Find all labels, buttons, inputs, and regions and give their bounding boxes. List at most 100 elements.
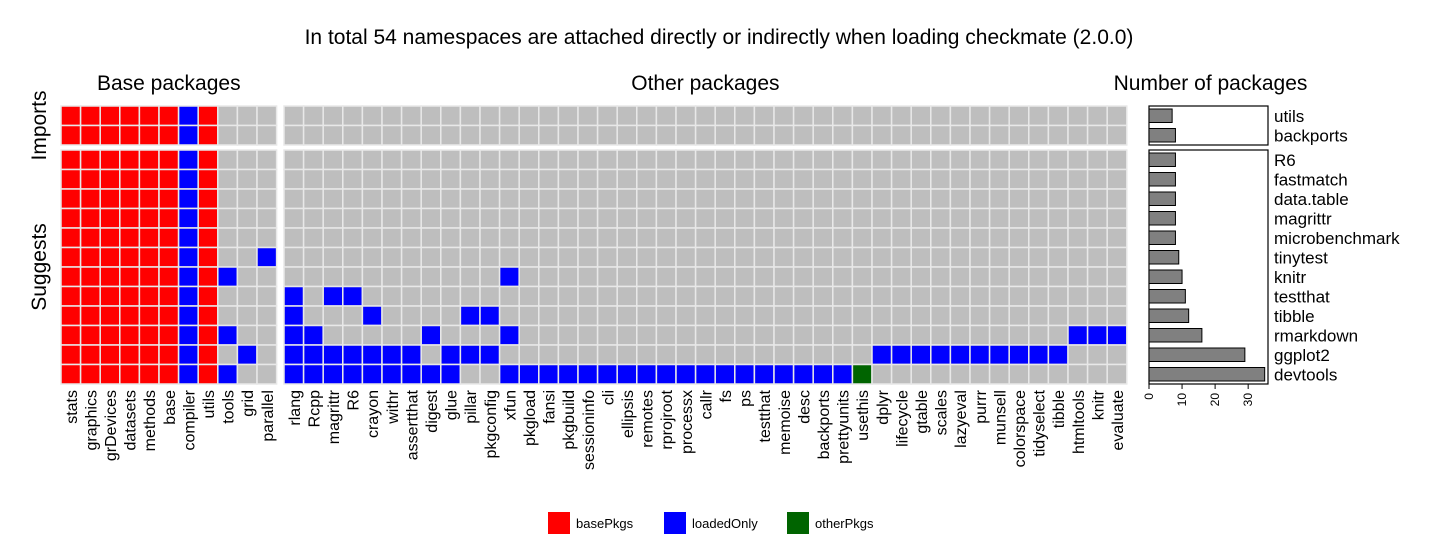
cell-utils-lifecycle [890, 105, 912, 127]
cell-tinytest-evaluate [1106, 246, 1128, 268]
cell-magrittr-knitr [1086, 207, 1108, 229]
cell-devtools-pkgconfig [479, 363, 501, 385]
cell-r6-stats [60, 149, 82, 171]
cell-fastmatch-sessioninfo [577, 168, 599, 190]
cell-microbenchmark-usethis [851, 227, 873, 249]
cell-microbenchmark-pkgconfig [479, 227, 501, 249]
col-label-other-lifecycle: lifecycle [894, 390, 911, 447]
cell-microbenchmark-utils [197, 227, 219, 249]
cell-backports-lifecycle [890, 124, 912, 146]
cell-rmarkdown-xfun [498, 324, 520, 346]
cell-data-table-gtable [910, 188, 932, 210]
cell-rmarkdown-memoise [773, 324, 795, 346]
cell-devtools-datasets [119, 363, 141, 385]
cell-fastmatch-dplyr [871, 168, 893, 190]
cell-data-table-remotes [636, 188, 658, 210]
row-label-rmarkdown: rmarkdown [1274, 326, 1358, 345]
row-label-knitr: knitr [1274, 268, 1306, 287]
cell-utils-digest [420, 105, 442, 127]
cell-tibble-gtable [910, 305, 932, 327]
cell-knitr-memoise [773, 266, 795, 288]
col-label-base-grid: grid [240, 390, 257, 417]
cell-backports-cli [596, 124, 618, 146]
cell-rmarkdown-ellipsis [616, 324, 638, 346]
cell-data-table-munsell [988, 188, 1010, 210]
cell-data-table-htmltools [1067, 188, 1089, 210]
cell-devtools-rlang [283, 363, 305, 385]
cell-r6-base [158, 149, 180, 171]
cell-utils-pillar [459, 105, 481, 127]
cell-utils-ps [734, 105, 756, 127]
cell-tinytest-base [158, 246, 180, 268]
cell-fastmatch-rcpp [302, 168, 324, 190]
cell-tinytest-pkgload [518, 246, 540, 268]
col-label-other-fansi: fansi [542, 390, 559, 424]
cell-fastmatch-parallel [256, 168, 278, 190]
cell-magrittr-tidyselect [1028, 207, 1050, 229]
col-label-other-withr: withr [385, 389, 402, 424]
cell-knitr-pkgload [518, 266, 540, 288]
cell-knitr-parallel [256, 266, 278, 288]
cell-tinytest-glue [440, 246, 462, 268]
cell-magrittr-evaluate [1106, 207, 1128, 229]
cell-utils-memoise [773, 105, 795, 127]
cell-rmarkdown-utils [197, 324, 219, 346]
cell-tibble-memoise [773, 305, 795, 327]
cell-tibble-compiler [177, 305, 199, 327]
cell-microbenchmark-ps [734, 227, 756, 249]
cell-data-table-grdevices [99, 188, 121, 210]
cell-microbenchmark-desc [792, 227, 814, 249]
cell-testthat-fs [714, 285, 736, 307]
cell-utils-cli [596, 105, 618, 127]
col-label-other-knitr: knitr [1090, 389, 1107, 420]
cell-testthat-lifecycle [890, 285, 912, 307]
col-label-other-cli: cli [600, 390, 617, 405]
legend-swatch-loadedonly [664, 512, 686, 534]
cell-testthat-ps [734, 285, 756, 307]
cell-devtools-r6 [342, 363, 364, 385]
cell-devtools-magrittr [322, 363, 344, 385]
cell-data-table-rlang [283, 188, 305, 210]
count-tick-label-20: 20 [1208, 393, 1222, 407]
cell-ggplot2-remotes [636, 344, 658, 366]
cell-devtools-compiler [177, 363, 199, 385]
cell-fastmatch-base [158, 168, 180, 190]
cell-backports-remotes [636, 124, 658, 146]
cell-r6-cli [596, 149, 618, 171]
cell-rmarkdown-purrr [969, 324, 991, 346]
cell-rmarkdown-lifecycle [890, 324, 912, 346]
cell-tinytest-fs [714, 246, 736, 268]
cell-r6-methods [138, 149, 160, 171]
chart-title: In total 54 namespaces are attached dire… [305, 26, 1134, 49]
col-label-other-memoise: memoise [777, 390, 794, 455]
cell-tinytest-grdevices [99, 246, 121, 268]
cell-magrittr-tools [217, 207, 239, 229]
cell-testthat-usethis [851, 285, 873, 307]
cell-magrittr-grdevices [99, 207, 121, 229]
cell-fastmatch-knitr [1086, 168, 1108, 190]
cell-tinytest-stats [60, 246, 82, 268]
cell-tinytest-callr [694, 246, 716, 268]
cell-rmarkdown-callr [694, 324, 716, 346]
col-label-base-datasets: datasets [123, 390, 140, 450]
cell-backports-fansi [538, 124, 560, 146]
cell-ggplot2-withr [381, 344, 403, 366]
cell-magrittr-memoise [773, 207, 795, 229]
cell-tinytest-methods [138, 246, 160, 268]
count-tick-label-30: 30 [1241, 393, 1255, 407]
cell-utils-munsell [988, 105, 1010, 127]
cell-fastmatch-pkgload [518, 168, 540, 190]
cell-microbenchmark-grid [236, 227, 258, 249]
cell-microbenchmark-methods [138, 227, 160, 249]
cell-backports-crayon [361, 124, 383, 146]
cell-fastmatch-pkgbuild [557, 168, 579, 190]
cell-testthat-assertthat [400, 285, 422, 307]
cell-magrittr-magrittr [322, 207, 344, 229]
cell-knitr-callr [694, 266, 716, 288]
cell-knitr-magrittr [322, 266, 344, 288]
cell-knitr-sessioninfo [577, 266, 599, 288]
cell-devtools-tibble [1047, 363, 1069, 385]
cell-microbenchmark-purrr [969, 227, 991, 249]
cell-data-table-pkgconfig [479, 188, 501, 210]
cell-knitr-fs [714, 266, 736, 288]
